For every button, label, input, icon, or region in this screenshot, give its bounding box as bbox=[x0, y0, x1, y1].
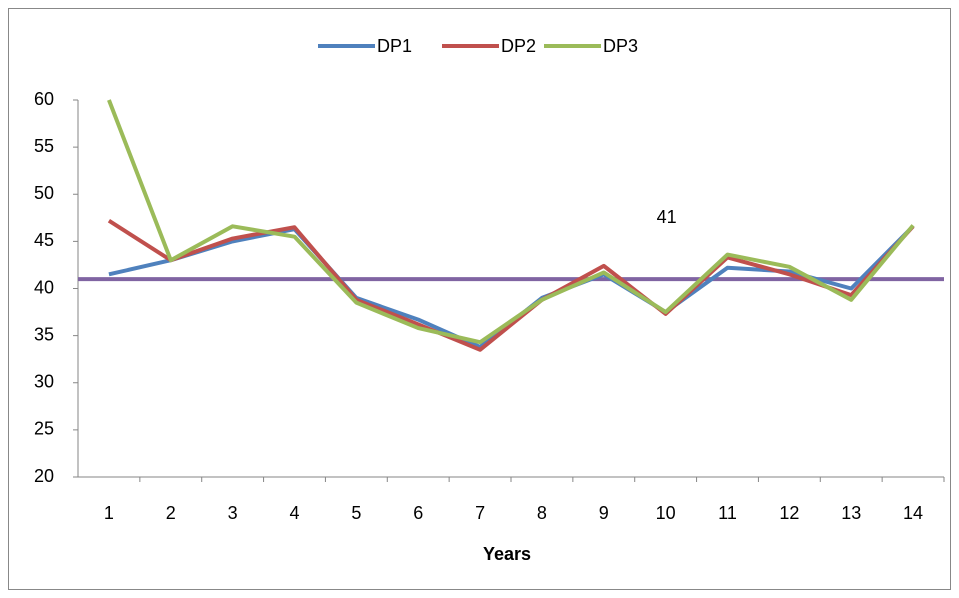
x-tick-label: 14 bbox=[903, 503, 923, 523]
x-tick-label: 5 bbox=[351, 503, 361, 523]
legend-label: DP3 bbox=[603, 36, 638, 56]
legend-label: DP1 bbox=[377, 36, 412, 56]
x-tick-label: 10 bbox=[656, 503, 676, 523]
x-tick-label: 7 bbox=[475, 503, 485, 523]
y-tick-label: 30 bbox=[34, 372, 54, 392]
y-tick-label: 50 bbox=[34, 183, 54, 203]
x-tick-label: 11 bbox=[718, 503, 737, 523]
y-tick-label: 55 bbox=[34, 136, 54, 156]
x-axis-title: Years bbox=[483, 544, 531, 564]
y-tick-label: 25 bbox=[34, 419, 54, 439]
x-tick-label: 13 bbox=[841, 503, 861, 523]
y-tick-label: 45 bbox=[34, 230, 54, 250]
y-tick-label: 35 bbox=[34, 324, 54, 344]
reference-label: 41 bbox=[657, 207, 677, 227]
x-tick-label: 2 bbox=[166, 503, 176, 523]
x-tick-label: 6 bbox=[413, 503, 423, 523]
x-tick-label: 3 bbox=[228, 503, 238, 523]
chart-border bbox=[8, 8, 951, 590]
x-tick-label: 9 bbox=[599, 503, 609, 523]
x-tick-label: 8 bbox=[537, 503, 547, 523]
data-line bbox=[107, 99, 915, 345]
y-tick-label: 40 bbox=[34, 277, 54, 297]
x-tick-label: 12 bbox=[779, 503, 799, 523]
legend-label: DP2 bbox=[501, 36, 536, 56]
x-tick-label: 4 bbox=[289, 503, 299, 523]
y-tick-label: 60 bbox=[34, 89, 54, 109]
x-tick-label: 1 bbox=[104, 503, 114, 523]
data-line bbox=[107, 218, 915, 352]
y-tick-label: 20 bbox=[34, 466, 54, 486]
